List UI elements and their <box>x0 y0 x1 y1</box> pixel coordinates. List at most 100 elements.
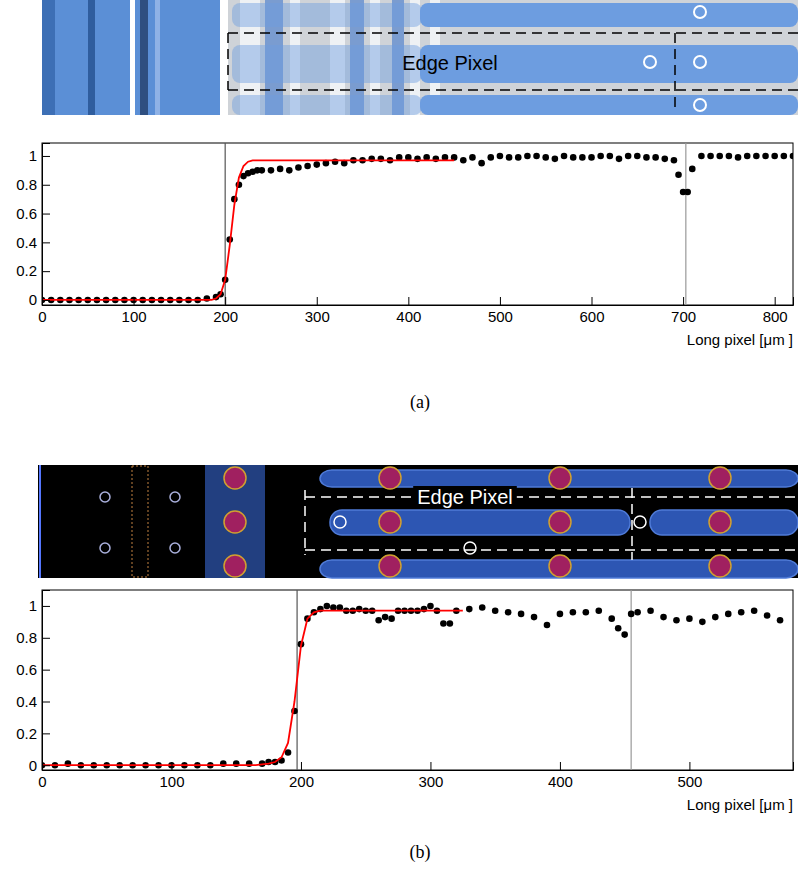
x-tick-label: 600 <box>579 308 604 325</box>
data-point <box>487 154 494 161</box>
edge-pixel-outline <box>227 33 229 90</box>
y-tick-label: 0.4 <box>16 693 37 710</box>
data-point <box>771 153 778 160</box>
x-tick-mark <box>683 297 684 305</box>
strip-bump <box>379 555 401 577</box>
x-tick-mark <box>225 297 226 305</box>
data-point <box>557 611 564 618</box>
y-tick: 0.8 <box>16 629 50 646</box>
x-tick-label: 500 <box>488 308 513 325</box>
edge-pixel-outline <box>304 490 306 555</box>
data-point <box>506 154 513 161</box>
data-point <box>440 620 447 627</box>
data-point <box>628 611 635 618</box>
y-tick-mark <box>42 242 50 243</box>
x-tick-label: 200 <box>213 308 238 325</box>
strip-column <box>205 465 265 578</box>
y-tick: 0.4 <box>16 693 50 710</box>
y-tick-mark <box>42 214 50 215</box>
x-tick: 700 <box>671 297 696 325</box>
data-point <box>570 609 577 616</box>
y-tick-label: 1 <box>29 597 37 614</box>
data-point <box>286 167 293 174</box>
x-axis: 0100200300400500600700800 <box>38 297 793 325</box>
data-point <box>689 166 696 173</box>
x-tick: 100 <box>159 762 184 790</box>
y-tick-mark <box>42 185 50 186</box>
data-point <box>777 617 784 624</box>
x-tick-mark <box>408 297 409 305</box>
x-tick-mark <box>317 297 318 305</box>
x-tick: 600 <box>579 297 604 325</box>
data-point <box>661 156 668 163</box>
plot-area <box>42 590 783 770</box>
edge-pixel-outline <box>228 32 798 34</box>
y-tick-mark <box>42 765 50 766</box>
x-tick-label: 400 <box>548 773 573 790</box>
y-tick-mark <box>42 156 50 157</box>
y-tick-mark <box>42 670 50 671</box>
strip-gap <box>130 0 135 115</box>
data-point <box>561 153 568 160</box>
y-tick-label: 0.8 <box>16 629 37 646</box>
panel-label: (b) <box>410 842 431 863</box>
y-axis: 00.20.40.60.81 <box>16 144 50 309</box>
edge-pixel-outline <box>674 33 676 110</box>
data-point <box>634 609 641 616</box>
y-tick: 1 <box>29 597 50 614</box>
strip-via <box>170 492 180 502</box>
data-point <box>744 153 751 160</box>
edge-pixel-outline <box>305 496 798 498</box>
x-tick-label: 800 <box>763 308 788 325</box>
strip-pixel <box>330 510 630 535</box>
data-point <box>304 163 311 170</box>
x-tick-label: 0 <box>38 773 46 790</box>
strip-stripe <box>88 0 95 115</box>
strip-bump <box>694 6 706 18</box>
figure: Edge Pixel 0 100 200 300 400 500 600 700 800 0 0.2 0… <box>0 0 798 884</box>
strip-bump <box>379 467 401 489</box>
x-tick-mark <box>301 762 302 770</box>
strip-bump <box>694 56 706 68</box>
y-tick-mark <box>42 300 50 301</box>
edge-pixel-label: Edge Pixel <box>417 486 513 508</box>
data-point <box>295 164 302 171</box>
strip-background <box>42 0 798 115</box>
x-axis-line <box>43 297 794 306</box>
data-point <box>533 153 540 160</box>
y-tick: 0.8 <box>16 176 50 193</box>
plot-frame <box>42 590 793 770</box>
data-point <box>579 154 586 161</box>
data-point <box>544 622 551 629</box>
data-point <box>478 160 485 167</box>
data-point <box>570 154 577 161</box>
y-tick-label: 0.4 <box>16 234 37 251</box>
data-point <box>375 617 382 624</box>
strip-guard <box>132 466 148 577</box>
strip-pixel <box>420 95 798 115</box>
strip-via <box>100 543 110 553</box>
x-tick: 400 <box>396 297 421 325</box>
data-point <box>738 609 745 616</box>
x-tick: 300 <box>418 762 443 790</box>
strip-edge <box>39 465 41 578</box>
data-point <box>382 614 389 621</box>
x-tick-label: 500 <box>677 773 702 790</box>
x-tick-mark <box>500 297 501 305</box>
x-tick: 200 <box>213 297 238 325</box>
x-tick-label: 0 <box>38 308 46 325</box>
data-point <box>660 614 667 621</box>
x-tick: 400 <box>548 762 573 790</box>
x-axis: 0100200300400500 <box>38 762 793 790</box>
strip-stripe <box>140 0 148 115</box>
data-point <box>597 153 604 160</box>
y-tick: 1 <box>29 147 50 164</box>
x-tick: 300 <box>305 297 330 325</box>
data-point <box>447 620 454 627</box>
strip-bump <box>549 467 571 489</box>
y-tick: 0.2 <box>16 262 50 279</box>
data-point <box>684 189 691 196</box>
data-point <box>515 154 522 161</box>
data-point <box>542 154 549 161</box>
x-tick: 500 <box>488 297 513 325</box>
